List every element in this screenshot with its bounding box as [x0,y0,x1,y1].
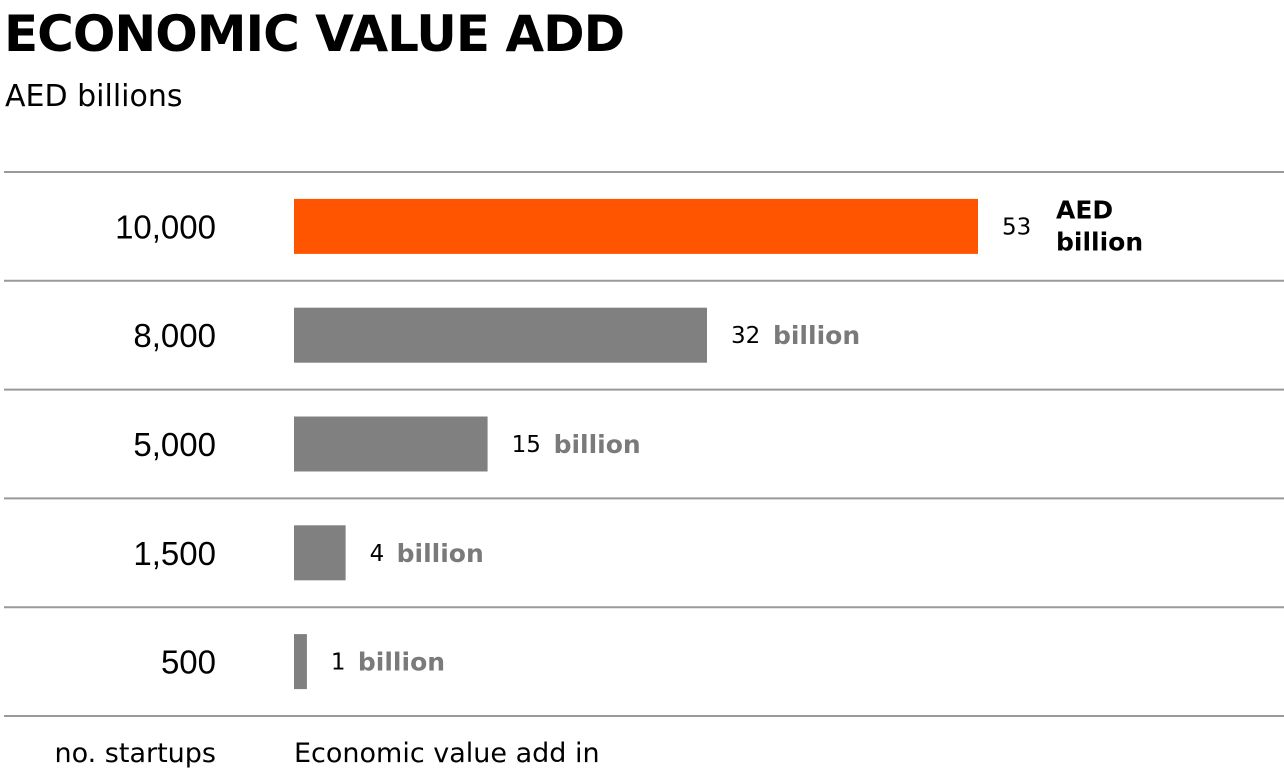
value-number-label: 15 [512,432,541,458]
value-unit-label: billion [1056,227,1143,256]
value-number-label: 32 [731,323,760,349]
bar [294,198,978,254]
value-unit-label: AED [1056,195,1113,224]
value-unit-label: billion [773,321,860,350]
category-label: 5,000 [133,426,216,463]
bar [294,307,707,363]
bar [294,525,346,581]
category-label: 1,500 [133,535,216,572]
category-axis-label: no. startups [54,738,216,769]
value-unit-label: billion [554,430,641,459]
value-unit-label: billion [397,539,484,568]
chart-subtitle: AED billions [5,79,183,114]
value-number-label: 1 [331,650,346,676]
value-number-label: 4 [370,541,385,567]
bar [294,416,488,472]
category-label: 8,000 [133,317,216,354]
category-label: 500 [161,644,216,681]
chart-title: ECONOMIC VALUE ADD [4,5,625,63]
value-unit-label: billion [358,648,445,677]
bar [294,634,307,690]
value-axis-label: Economic value add in [294,738,600,769]
value-number-label: 53 [1002,214,1031,240]
category-label: 10,000 [115,208,216,245]
